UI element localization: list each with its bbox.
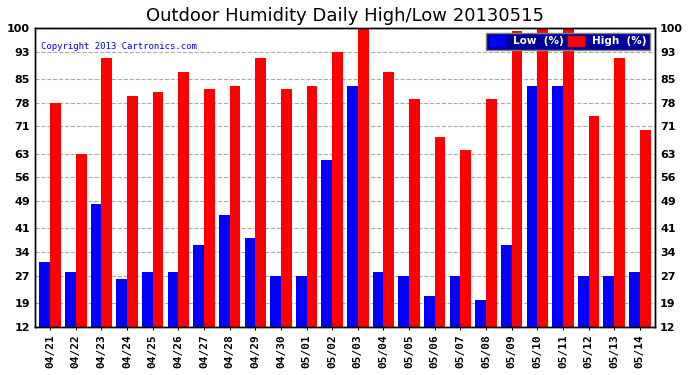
Bar — [589, 116, 600, 327]
Bar — [501, 245, 511, 327]
Bar — [614, 58, 625, 327]
Bar — [398, 276, 409, 327]
Bar — [65, 272, 76, 327]
Bar — [347, 86, 358, 327]
Bar — [193, 245, 204, 327]
Bar — [168, 272, 179, 327]
Bar — [117, 279, 127, 327]
Bar — [552, 86, 563, 327]
Bar — [281, 89, 292, 327]
Bar — [538, 28, 548, 327]
Bar — [296, 276, 306, 327]
Bar — [563, 28, 573, 327]
Bar — [270, 276, 281, 327]
Bar — [460, 150, 471, 327]
Bar — [435, 136, 446, 327]
Bar — [219, 214, 230, 327]
Bar — [179, 72, 189, 327]
Bar — [486, 99, 497, 327]
Title: Outdoor Humidity Daily High/Low 20130515: Outdoor Humidity Daily High/Low 20130515 — [146, 7, 544, 25]
Bar — [384, 72, 394, 327]
Bar — [373, 272, 384, 327]
Bar — [640, 130, 651, 327]
Legend: Low  (%), High  (%): Low (%), High (%) — [486, 33, 650, 50]
Bar — [90, 204, 101, 327]
Bar — [39, 262, 50, 327]
Bar — [358, 28, 368, 327]
Bar — [127, 96, 138, 327]
Bar — [101, 58, 112, 327]
Bar — [142, 272, 152, 327]
Text: Copyright 2013 Cartronics.com: Copyright 2013 Cartronics.com — [41, 42, 197, 51]
Bar — [409, 99, 420, 327]
Bar — [322, 160, 332, 327]
Bar — [50, 103, 61, 327]
Bar — [230, 86, 240, 327]
Bar — [511, 31, 522, 327]
Bar — [332, 52, 343, 327]
Bar — [306, 86, 317, 327]
Bar — [152, 92, 164, 327]
Bar — [526, 86, 538, 327]
Bar — [76, 153, 86, 327]
Bar — [450, 276, 460, 327]
Bar — [424, 296, 435, 327]
Bar — [629, 272, 640, 327]
Bar — [475, 300, 486, 327]
Bar — [578, 276, 589, 327]
Bar — [244, 238, 255, 327]
Bar — [204, 89, 215, 327]
Bar — [255, 58, 266, 327]
Bar — [604, 276, 614, 327]
